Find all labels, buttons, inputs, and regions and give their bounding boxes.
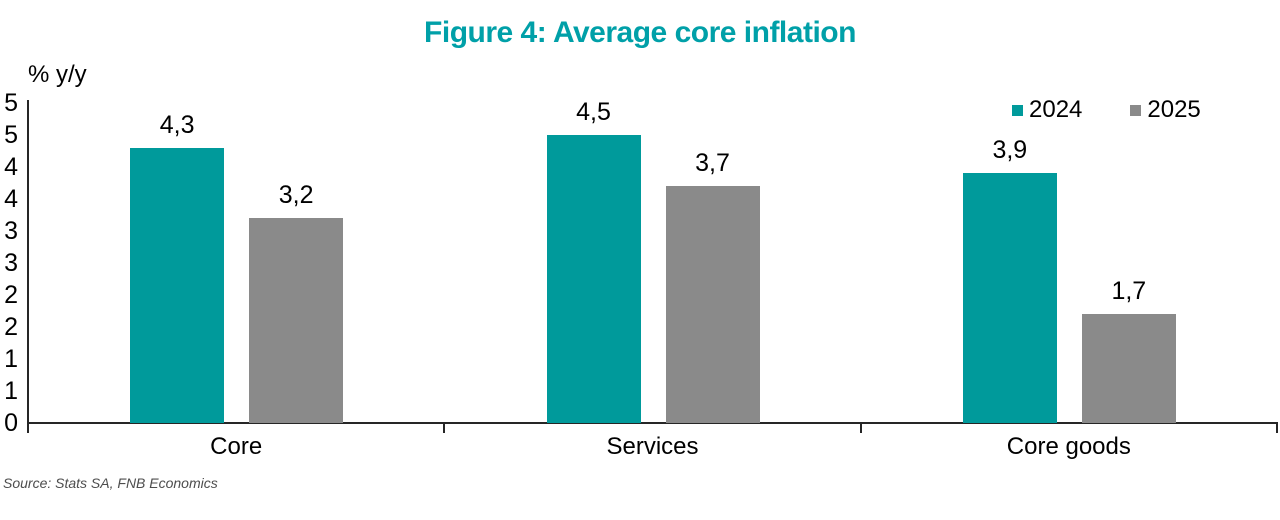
legend-swatch-2025 bbox=[1130, 104, 1142, 116]
y-tick-label: 0 bbox=[4, 409, 18, 437]
y-tick-label: 4 bbox=[4, 153, 18, 181]
x-axis-tick bbox=[859, 422, 862, 433]
bar-value-label: 3,2 bbox=[278, 181, 314, 210]
bar-2025-core-goods bbox=[1081, 314, 1176, 423]
bar-2025-services bbox=[665, 186, 760, 423]
bar-value-label: 3,9 bbox=[992, 136, 1028, 165]
y-tick-label: 5 bbox=[4, 121, 18, 149]
y-tick-label: 1 bbox=[4, 377, 18, 405]
y-tick-label: 1 bbox=[4, 345, 18, 373]
y-axis-unit-label: % y/y bbox=[28, 61, 87, 88]
y-tick-label: 3 bbox=[4, 217, 18, 245]
x-axis-category-label: Core goods bbox=[1006, 433, 1131, 460]
legend-item-2024: 2024 bbox=[1012, 96, 1082, 124]
legend: 2024 2025 bbox=[1012, 96, 1201, 124]
bar-2024-core-goods bbox=[962, 173, 1057, 423]
legend-item-2025: 2025 bbox=[1130, 96, 1201, 124]
legend-swatch-2024 bbox=[1012, 104, 1023, 116]
y-tick-label: 4 bbox=[4, 185, 18, 213]
bar-2024-services bbox=[546, 135, 641, 423]
bar-value-label: 4,3 bbox=[159, 110, 195, 139]
legend-label-2025: 2025 bbox=[1147, 96, 1201, 123]
x-axis-tick bbox=[1276, 422, 1278, 433]
x-axis-line bbox=[27, 422, 1278, 424]
x-axis-category-label: Core bbox=[210, 433, 263, 460]
bar-2025-core bbox=[249, 218, 344, 423]
y-axis-line bbox=[27, 100, 29, 423]
y-tick-label: 2 bbox=[4, 281, 18, 309]
x-axis-tick bbox=[443, 422, 446, 433]
bar-value-label: 3,7 bbox=[695, 149, 730, 178]
y-tick-label: 5 bbox=[4, 89, 18, 117]
y-tick-label: 2 bbox=[4, 313, 18, 341]
chart-title: Figure 4: Average core inflation bbox=[424, 16, 856, 49]
source-note: Source: Stats SA, FNB Economics bbox=[3, 475, 218, 491]
y-tick-label: 3 bbox=[4, 249, 18, 277]
legend-label-2024: 2024 bbox=[1029, 96, 1083, 123]
bar-value-label: 4,5 bbox=[576, 98, 611, 126]
x-axis-category-label: Services bbox=[606, 433, 699, 460]
bar-value-label: 1,7 bbox=[1111, 277, 1147, 306]
x-axis-tick bbox=[27, 422, 29, 433]
bar-2024-core bbox=[130, 147, 225, 423]
